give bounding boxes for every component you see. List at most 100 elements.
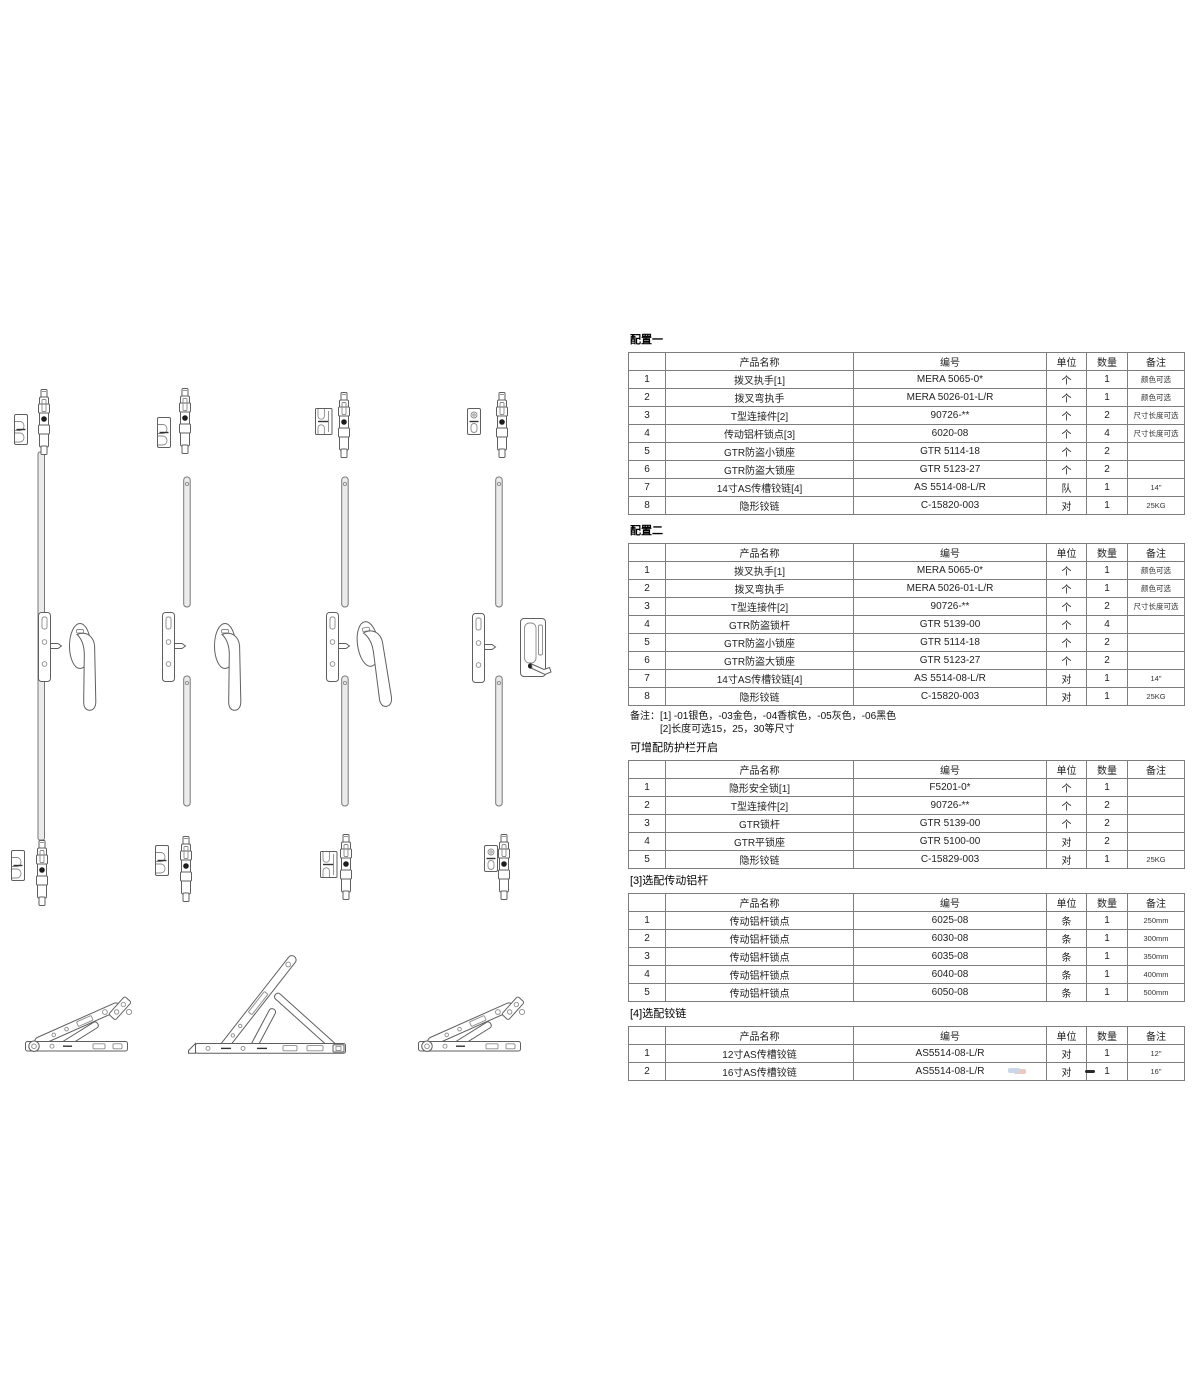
table-cell [1127, 633, 1185, 652]
hardware-diagram [10, 388, 552, 1055]
keeper-plate-drawing [466, 407, 482, 436]
table-cell: 对 [1046, 850, 1087, 869]
table-cell: 2 [1086, 442, 1128, 461]
table-cell: 6050-08 [853, 983, 1047, 1002]
table-cell: 1 [628, 370, 666, 389]
table-cell: 6 [628, 651, 666, 670]
table-row: 3 GTR锁杆 GTR 5139-00 个 2 [628, 814, 1185, 833]
notes-block: 备注：[1] -01银色，-03金色，-04香槟色，-05灰色，-06黑色 [2… [630, 710, 1185, 736]
table-cell [1127, 778, 1185, 797]
table-cell: 个 [1046, 561, 1087, 580]
table-cell: 1 [1086, 388, 1128, 407]
column-header: 数量 [1086, 1026, 1128, 1045]
table-row: 3 T型连接件[2] 90726-** 个 2 尺寸长度可选 [628, 597, 1185, 616]
table-cell: 尺寸长度可选 [1127, 597, 1185, 616]
table-cell: 1 [1086, 579, 1128, 598]
table-cell: 个 [1046, 633, 1087, 652]
table-row: 1 拨叉执手[1] MERA 5065-0* 个 1 颜色可选 [628, 370, 1185, 389]
keeper-plate-drawing [154, 844, 170, 877]
column-header: 编号 [853, 760, 1047, 779]
header-row: 产品名称 编号 单位 数量 备注 [628, 352, 1185, 371]
table-cell: 4 [1086, 424, 1128, 443]
table-cell: 1 [1086, 687, 1128, 706]
drive-rod-drawing [341, 675, 349, 807]
parts-table-config1: 产品名称 编号 单位 数量 备注 1 拨叉执手[1] MERA 5065-0* 个 1 颜色可选 2 拨… [628, 352, 1185, 515]
table-cell [1127, 814, 1185, 833]
note-line-2: [2]长度可选15，25，30等尺寸 [660, 724, 795, 735]
column-header: 编号 [853, 352, 1047, 371]
table-cell: 2 [628, 388, 666, 407]
parts-table-rod-options: 产品名称 编号 单位 数量 备注 1 传动铝杆锁点 6025-08 条 1 250mm 2 传动铝杆锁点… [628, 893, 1185, 1002]
table-cell: 4 [628, 424, 666, 443]
table-cell: AS 5514-08-L/R [853, 669, 1047, 688]
espagnolette-lock-drawing [180, 836, 192, 902]
table-cell: 传动铝杆锁点 [665, 929, 854, 948]
section-title-config1: 配置一 [630, 334, 663, 346]
table-cell: 个 [1046, 597, 1087, 616]
table-cell: 个 [1046, 460, 1087, 479]
column-header: 备注 [1127, 1026, 1185, 1045]
table-cell: GTR平锁座 [665, 832, 854, 851]
table-cell: 条 [1046, 929, 1087, 948]
keeper-plate-drawing [10, 849, 26, 882]
handle-escutcheon-drawing [162, 612, 186, 682]
table-cell: 个 [1046, 388, 1087, 407]
table-cell: C-15829-003 [853, 850, 1047, 869]
table-cell: 隐形铰链 [665, 687, 854, 706]
table-cell: 1 [1086, 478, 1128, 497]
table-cell: 5 [628, 633, 666, 652]
table-cell: 250mm [1127, 911, 1185, 930]
column-header: 备注 [1127, 543, 1185, 562]
table-cell: T型连接件[2] [665, 796, 854, 815]
table-cell: 500mm [1127, 983, 1185, 1002]
table-cell: 对 [1046, 1062, 1087, 1081]
table-cell [1127, 796, 1185, 815]
handle-escutcheon-drawing [326, 612, 350, 682]
table-cell: GTR防盗小锁座 [665, 442, 854, 461]
table-cell: 2 [1086, 814, 1128, 833]
table-cell: 5 [628, 983, 666, 1002]
table-cell: GTR 5114-18 [853, 442, 1047, 461]
table-row: 3 传动铝杆锁点 6035-08 条 1 350mm [628, 947, 1185, 966]
drive-rod-drawing [183, 476, 191, 608]
table-cell: 14寸AS传槽铰链[4] [665, 478, 854, 497]
table-cell: 传动铝杆锁点 [665, 911, 854, 930]
table-cell: 颜色可选 [1127, 370, 1185, 389]
table-cell: 2 [1086, 832, 1128, 851]
table-cell: 隐形铰链 [665, 850, 854, 869]
table-cell [1127, 460, 1185, 479]
table-row: 1 拨叉执手[1] MERA 5065-0* 个 1 颜色可选 [628, 561, 1185, 580]
table-cell: 25KG [1127, 850, 1185, 869]
column-header: 数量 [1086, 543, 1128, 562]
table-cell: 条 [1046, 983, 1087, 1002]
table-cell: 4 [628, 832, 666, 851]
column-header: 单位 [1046, 543, 1087, 562]
table-cell: 颜色可选 [1127, 388, 1185, 407]
table-cell: 400mm [1127, 965, 1185, 984]
table-cell: 2 [628, 1062, 666, 1081]
table-cell: 传动铝杆锁点 [665, 965, 854, 984]
column-header: 产品名称 [665, 760, 854, 779]
section-title-rod-options: [3]选配传动铝杆 [630, 875, 709, 887]
table-cell: 1 [1086, 370, 1128, 389]
table-cell: 传动铝杆锁点 [665, 947, 854, 966]
handle-escutcheon-drawing [472, 613, 496, 683]
keeper-plate-drawing [483, 844, 499, 873]
table-cell: 5 [628, 442, 666, 461]
table-cell: 个 [1046, 651, 1087, 670]
table-cell: 传动铝杆锁点[3] [665, 424, 854, 443]
table-cell: C-15820-003 [853, 687, 1047, 706]
table-cell: 1 [1086, 850, 1128, 869]
section-title-config2: 配置二 [630, 525, 663, 537]
parts-table-config2: 产品名称 编号 单位 数量 备注 1 拨叉执手[1] MERA 5065-0* 个 1 颜色可选 2 拨… [628, 543, 1185, 706]
table-row: 4 GTR防盗锁杆 GTR 5139-00 个 4 [628, 615, 1185, 634]
column-header: 数量 [1086, 893, 1128, 912]
table-row: 5 隐形铰链 C-15829-003 对 1 25KG [628, 850, 1185, 869]
table-cell: 1 [628, 1044, 666, 1063]
table-cell: 拨叉执手[1] [665, 561, 854, 580]
table-cell: MERA 5065-0* [853, 561, 1047, 580]
table-cell: AS5514-08-L/R [853, 1062, 1047, 1081]
header-row: 产品名称 编号 单位 数量 备注 [628, 1026, 1185, 1045]
table-cell: GTR防盗大锁座 [665, 651, 854, 670]
